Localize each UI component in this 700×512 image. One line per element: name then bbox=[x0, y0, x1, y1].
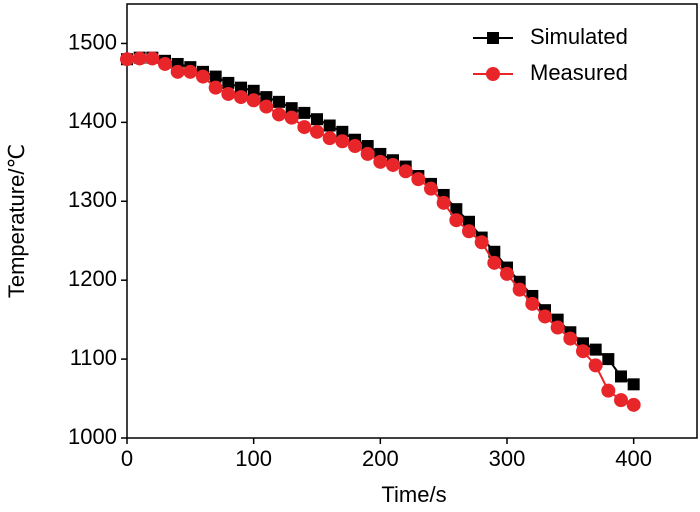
marker bbox=[411, 172, 426, 187]
legend-marker bbox=[487, 32, 499, 44]
marker bbox=[488, 245, 501, 258]
marker bbox=[627, 378, 640, 391]
marker bbox=[398, 164, 413, 179]
marker bbox=[208, 80, 223, 95]
marker bbox=[424, 181, 438, 196]
marker bbox=[348, 139, 362, 154]
marker bbox=[550, 320, 565, 335]
marker bbox=[336, 125, 349, 138]
y-tick-label: 1500 bbox=[68, 29, 117, 54]
plot-frame bbox=[126, 3, 698, 439]
marker bbox=[449, 213, 464, 228]
x-tick-label: 100 bbox=[235, 446, 272, 471]
marker bbox=[298, 106, 311, 119]
marker bbox=[259, 99, 274, 114]
marker bbox=[246, 93, 261, 108]
marker bbox=[487, 255, 502, 270]
marker bbox=[322, 131, 337, 146]
marker bbox=[626, 397, 641, 412]
marker bbox=[386, 157, 400, 172]
y-tick-label: 1300 bbox=[68, 187, 117, 212]
series-line bbox=[126, 57, 635, 406]
y-axis-label: Temperature/℃ bbox=[4, 144, 29, 298]
marker bbox=[273, 95, 285, 108]
marker bbox=[260, 91, 273, 104]
marker bbox=[323, 119, 336, 132]
x-tick-label: 0 bbox=[121, 446, 133, 471]
x-tick-label: 300 bbox=[489, 446, 526, 471]
marker bbox=[145, 51, 160, 66]
marker bbox=[614, 393, 628, 408]
y-tick-label: 1200 bbox=[68, 266, 117, 291]
y-tick-label: 1400 bbox=[68, 108, 117, 133]
marker bbox=[310, 124, 324, 139]
marker bbox=[563, 331, 578, 346]
marker bbox=[222, 76, 235, 89]
marker bbox=[247, 84, 260, 97]
marker bbox=[463, 215, 475, 228]
marker bbox=[450, 203, 463, 216]
marker bbox=[196, 69, 210, 84]
series-line bbox=[126, 56, 635, 386]
marker bbox=[285, 102, 298, 115]
x-axis-label: Time/s bbox=[381, 482, 446, 507]
marker bbox=[297, 120, 312, 135]
marker bbox=[525, 296, 540, 311]
marker bbox=[538, 309, 552, 324]
marker bbox=[170, 64, 185, 79]
marker bbox=[615, 370, 627, 383]
marker bbox=[311, 113, 323, 126]
legend-label: Measured bbox=[530, 60, 628, 85]
legend-label: Simulated bbox=[530, 24, 628, 49]
marker bbox=[602, 353, 615, 366]
marker bbox=[120, 52, 134, 67]
marker bbox=[500, 266, 514, 281]
marker bbox=[588, 358, 603, 373]
marker bbox=[474, 235, 489, 250]
marker bbox=[601, 383, 616, 398]
marker bbox=[512, 282, 527, 297]
marker bbox=[589, 343, 602, 356]
y-tick-label: 1100 bbox=[70, 345, 117, 370]
marker bbox=[235, 81, 247, 94]
marker bbox=[221, 86, 236, 101]
y-tick-label: 1000 bbox=[68, 424, 117, 449]
marker bbox=[132, 51, 147, 66]
marker bbox=[272, 107, 286, 122]
marker bbox=[158, 56, 172, 71]
marker bbox=[360, 146, 375, 161]
x-tick-label: 400 bbox=[615, 446, 652, 471]
marker bbox=[462, 224, 476, 239]
legend-marker bbox=[486, 67, 500, 81]
marker bbox=[183, 64, 198, 79]
marker bbox=[209, 70, 222, 83]
x-tick-label: 200 bbox=[362, 446, 399, 471]
marker bbox=[436, 195, 451, 210]
marker bbox=[234, 90, 248, 105]
marker bbox=[373, 154, 388, 169]
marker bbox=[335, 134, 350, 149]
marker bbox=[284, 110, 299, 125]
marker bbox=[576, 344, 590, 359]
